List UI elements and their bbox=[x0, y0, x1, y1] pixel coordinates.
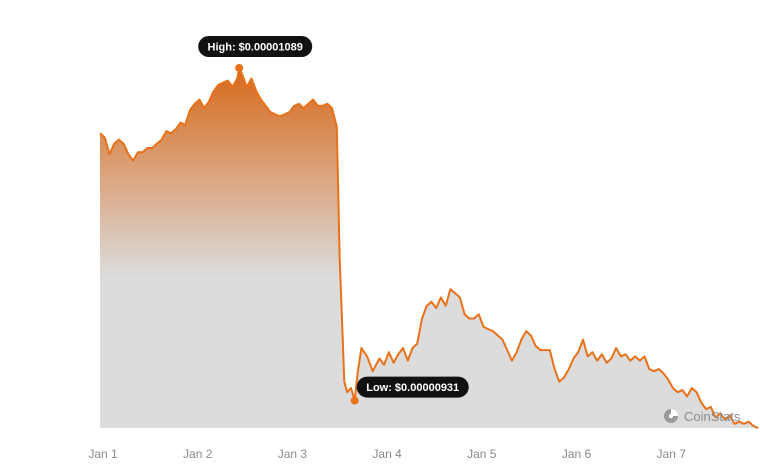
brand-name: CoinStats bbox=[684, 409, 741, 424]
price-area bbox=[100, 68, 759, 428]
high-tooltip: High: $0.00001089 bbox=[198, 36, 313, 57]
price-line bbox=[99, 67, 759, 429]
high-tooltip-bg bbox=[198, 36, 313, 57]
low-marker bbox=[350, 396, 359, 405]
low-tooltip: Low: $0.00000931 bbox=[356, 376, 469, 398]
x-axis: Jan 1 Jan 2 Jan 3 Jan 4 Jan 5 Jan 6 Jan 7 bbox=[88, 447, 686, 461]
x-tick-label: Jan 5 bbox=[467, 447, 497, 461]
x-tick-label: Jan 2 bbox=[183, 447, 213, 461]
low-tooltip-label: Low: $0.00000931 bbox=[366, 382, 459, 394]
low-tooltip-bg bbox=[356, 376, 469, 398]
markers: High: $0.00001089 Low: $0.00000931 bbox=[198, 36, 469, 405]
coinstats-logo-icon bbox=[664, 409, 678, 423]
area-layer bbox=[100, 68, 759, 428]
high-tooltip-label: High: $0.00001089 bbox=[208, 42, 303, 54]
x-tick-label: Jan 3 bbox=[278, 447, 308, 461]
brand-watermark: CoinStats bbox=[664, 409, 741, 424]
line-layer bbox=[99, 67, 759, 429]
x-tick-label: Jan 1 bbox=[88, 447, 118, 461]
x-tick-label: Jan 6 bbox=[562, 447, 592, 461]
x-tick-label: Jan 4 bbox=[372, 447, 402, 461]
x-tick-label: Jan 7 bbox=[657, 447, 687, 461]
high-marker bbox=[235, 64, 244, 72]
